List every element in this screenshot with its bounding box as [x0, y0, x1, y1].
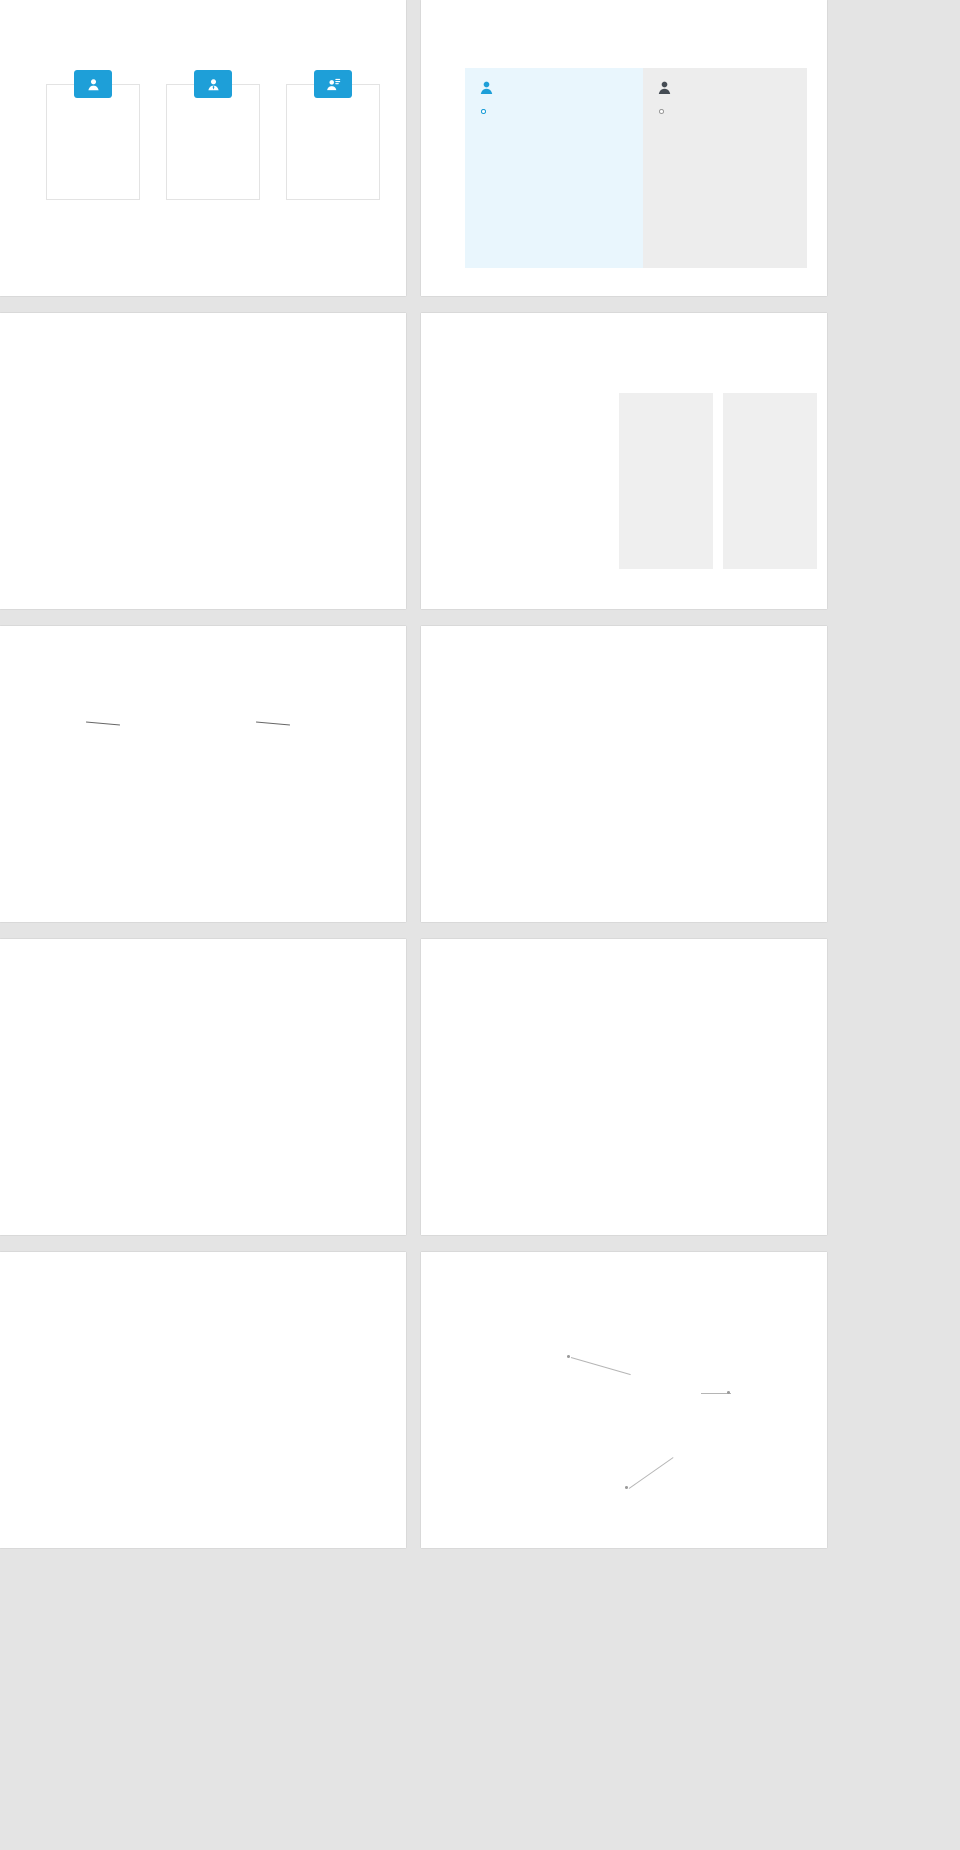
comparison-panels	[465, 68, 807, 268]
bar-chart	[172, 1021, 390, 1185]
slide-53[interactable]	[421, 0, 827, 296]
segmented-pie-diagram	[623, 1340, 731, 1448]
slide-56[interactable]	[0, 626, 406, 922]
donut-chart-28	[302, 712, 366, 776]
cycle-arrows-diagram	[163, 399, 277, 513]
feature-card	[166, 70, 260, 200]
legend-swatch	[348, 1325, 353, 1330]
line-chart	[463, 712, 695, 846]
donut-chart-18	[132, 712, 196, 776]
radar-chart	[180, 1336, 385, 1536]
feature-cards	[46, 70, 380, 200]
person-icon	[74, 70, 112, 98]
pie-group	[48, 712, 208, 912]
gauge-panels	[619, 393, 817, 569]
legend-item	[279, 1189, 287, 1195]
legend-swatch	[279, 1189, 284, 1194]
person-tie-icon	[194, 70, 232, 98]
area-chart	[461, 1077, 813, 1209]
connector-line	[701, 1393, 731, 1394]
chart-legend	[180, 1189, 386, 1195]
text-block	[45, 1354, 163, 1358]
legend-item	[348, 1318, 356, 1323]
bullet-icon	[481, 109, 486, 114]
bullet-icon	[659, 109, 664, 114]
connector-line	[628, 1457, 674, 1489]
slide-52[interactable]	[0, 0, 406, 296]
legend-swatch	[348, 1318, 353, 1323]
text-block	[45, 1438, 163, 1442]
slide-57[interactable]	[421, 626, 827, 922]
slide-58[interactable]	[0, 939, 406, 1235]
legend-item	[297, 1189, 305, 1195]
donut-chart-88	[640, 411, 692, 463]
chart-legend	[348, 1318, 356, 1332]
callout-left	[466, 1344, 594, 1347]
side-text-block	[709, 714, 813, 718]
slide-55[interactable]	[421, 313, 827, 609]
slide-61[interactable]	[421, 1252, 827, 1548]
right-panel	[643, 68, 807, 268]
text-block	[45, 1121, 163, 1125]
connector-dot	[625, 1486, 628, 1489]
text-block	[466, 499, 606, 503]
left-text-block	[45, 425, 149, 429]
slide-54[interactable]	[0, 313, 406, 609]
connector-dot	[727, 1391, 730, 1394]
legend-swatch	[261, 1189, 266, 1194]
right-text-block	[284, 425, 388, 429]
callout-right	[721, 1382, 817, 1385]
person-icon	[655, 78, 674, 97]
legend-swatch	[297, 1189, 302, 1194]
callout-bottom	[539, 1486, 681, 1489]
gauge-panel	[619, 393, 713, 569]
legend-item	[348, 1325, 356, 1330]
feature-card	[46, 70, 140, 200]
text-block	[45, 1039, 163, 1043]
slide-sorter-grid	[0, 0, 827, 1548]
text-block	[466, 409, 606, 413]
left-panel	[465, 68, 643, 268]
text-block	[693, 1021, 815, 1025]
gauge-panel	[723, 393, 817, 569]
slide-59[interactable]	[421, 939, 827, 1235]
pie-group	[218, 712, 378, 912]
person-icon	[477, 78, 496, 97]
slide-60[interactable]	[0, 1252, 406, 1548]
connector-dot	[567, 1355, 570, 1358]
feature-card	[286, 70, 380, 200]
leader-line	[86, 721, 120, 726]
speech-person-icon	[314, 70, 352, 98]
text-block	[531, 1021, 681, 1025]
connector-line	[570, 1357, 631, 1376]
legend-item	[261, 1189, 269, 1195]
donut-chart-68	[744, 411, 796, 463]
leader-line	[256, 721, 290, 726]
